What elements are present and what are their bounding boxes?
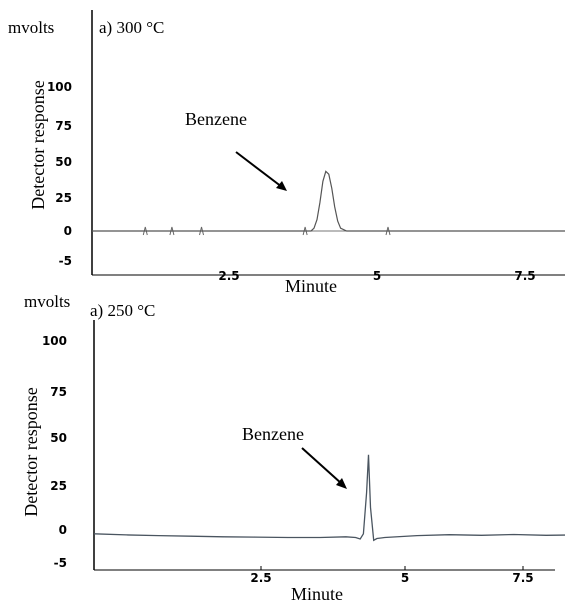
trace-300c xyxy=(92,171,565,231)
unit-label-300c: mvolts xyxy=(8,18,54,37)
y-tick-label-50: 50 xyxy=(55,155,72,169)
panel-300c: mvolts a) 300 °C Detector response Minut… xyxy=(8,10,565,296)
y-tick-label-100: 100 xyxy=(47,80,72,94)
y-tick-label-75: 75 xyxy=(50,385,67,399)
y-axis-label-300c: Detector response xyxy=(28,80,48,209)
y-tick-label-0: 0 xyxy=(64,224,72,238)
benzene-annotation-300c: Benzene xyxy=(185,109,247,129)
x-axis-label-300c: Minute xyxy=(285,276,337,296)
panel-250c: mvolts a) 250 °C Detector response Minut… xyxy=(21,292,565,604)
y-tick-label-50: 50 xyxy=(50,431,67,445)
y-tick-label-25: 25 xyxy=(50,479,67,493)
x-tick-label-5: 5 xyxy=(401,571,409,585)
trace-250c xyxy=(94,455,565,541)
benzene-annotation-250c: Benzene xyxy=(242,424,304,444)
unit-label-250c: mvolts xyxy=(24,292,70,311)
x-tick-label-7.5: 7.5 xyxy=(514,269,535,283)
x-tick-label-2.5: 2.5 xyxy=(250,571,271,585)
x-tick-label-5: 5 xyxy=(373,269,381,283)
panel-title-300c: a) 300 °C xyxy=(99,18,164,37)
y-tick-label-minus5: -5 xyxy=(54,556,67,570)
x-axis-label-250c: Minute xyxy=(291,584,343,604)
y-tick-label-100: 100 xyxy=(42,334,67,348)
y-tick-label-minus5: -5 xyxy=(59,254,72,268)
x-tick-label-7.5: 7.5 xyxy=(512,571,533,585)
annotation-arrow-300c xyxy=(236,152,282,187)
panel-title-250c: a) 250 °C xyxy=(90,301,155,320)
x-tick-label-2.5: 2.5 xyxy=(218,269,239,283)
annotation-arrow-250c xyxy=(302,448,342,484)
y-tick-label-25: 25 xyxy=(55,191,72,205)
y-tick-label-75: 75 xyxy=(55,119,72,133)
y-tick-label-0: 0 xyxy=(59,523,67,537)
y-axis-label-250c: Detector response xyxy=(21,387,41,516)
